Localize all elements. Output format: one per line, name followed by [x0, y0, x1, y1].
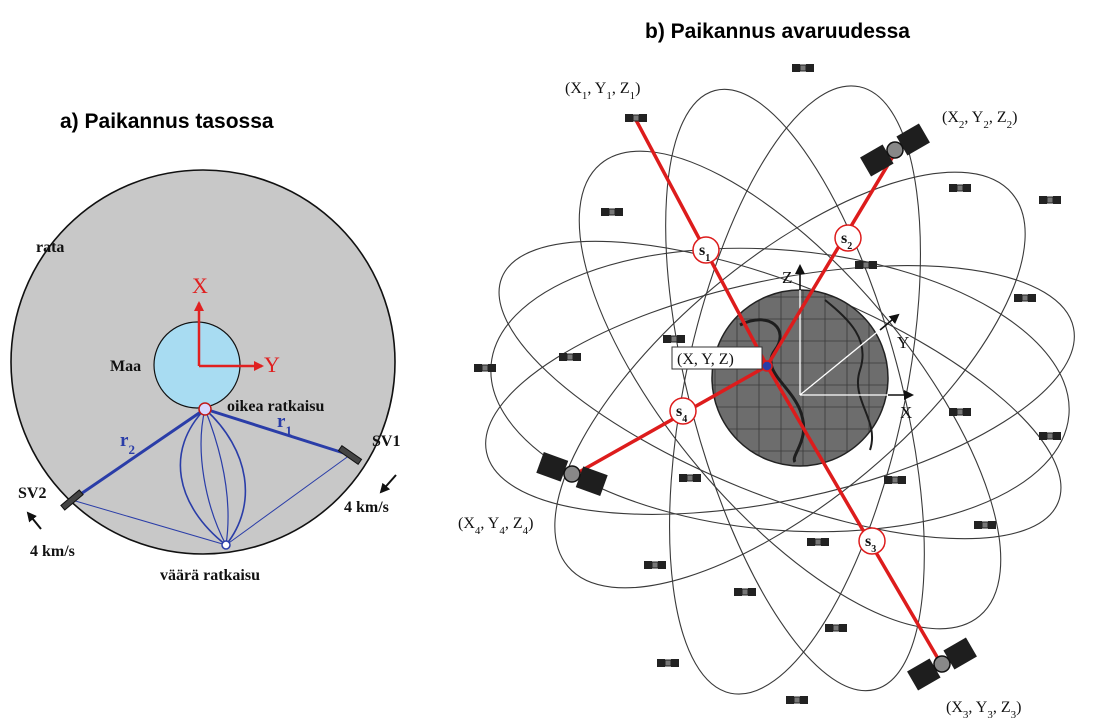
globe-continent-2 — [824, 299, 873, 451]
sv2-wrong-line — [71, 499, 227, 546]
receiver-label: (X, Y, Z) — [677, 351, 734, 368]
svg-text:s3: s3 — [865, 533, 876, 555]
z-axis-label: Z — [782, 268, 792, 287]
earth-label: Maa — [110, 358, 141, 375]
range-arc-inner2 — [204, 408, 229, 546]
x-axis-label-b: X — [900, 403, 912, 422]
panel-b-title: b) Paikannus avaruudessa — [645, 20, 910, 43]
globe-continent — [739, 318, 806, 463]
satellite-1-icon — [624, 113, 648, 123]
panel-b: b) Paikannus avaruudessa Z Y X — [458, 20, 1075, 721]
sv1-label: SV1 — [372, 433, 400, 450]
r2-label: r2 — [120, 430, 135, 457]
sv2-label: SV2 — [18, 485, 46, 502]
sat3-coord-label: (X3, Y3, Z3) — [946, 699, 1021, 721]
sat2-coord-label: (X2, Y2, Z2) — [942, 109, 1017, 131]
sv1-satellite-icon — [337, 444, 363, 466]
sat4-coord-label: (X4, Y4, Z4) — [458, 515, 533, 537]
receiver-label-box — [671, 346, 763, 370]
sv1-velocity-arrow — [379, 474, 397, 494]
x-axis-label: X — [192, 273, 208, 298]
satellite-3-icon — [907, 637, 977, 691]
range-label-s3: s3 — [858, 527, 886, 555]
panel-a: a) Paikannus tasossa rata Maa X Y oikea … — [10, 110, 400, 584]
svg-text:s1: s1 — [699, 242, 710, 264]
y-axis-label: Y — [264, 352, 280, 377]
svg-text:s2: s2 — [841, 230, 852, 252]
satellite-4-icon — [536, 452, 608, 496]
sv1-wrong-line — [225, 454, 351, 546]
svg-text:s4: s4 — [676, 403, 687, 425]
correct-solution-marker — [198, 402, 212, 416]
sv2-speed-label: 4 km/s — [30, 543, 75, 560]
sv2-velocity-arrow — [26, 511, 42, 530]
receiver-marker — [761, 360, 773, 372]
correct-solution-label: oikea ratkaisu — [227, 398, 324, 415]
range-label-s2: s2 — [834, 224, 862, 252]
sv2-satellite-icon — [60, 489, 84, 511]
range-arc-right — [204, 408, 247, 546]
y-axis-label-b: Y — [897, 333, 909, 352]
satellite-2-icon — [860, 123, 930, 177]
orbit-label: rata — [36, 239, 64, 256]
r2-line — [71, 407, 206, 502]
sv1-speed-label: 4 km/s — [344, 499, 389, 516]
range-label-s1: s1 — [692, 236, 720, 264]
r1-line — [204, 407, 351, 457]
wrong-solution-label: väärä ratkaisu — [160, 567, 260, 584]
y-axis-arrow-b — [879, 313, 900, 331]
panel-a-title: a) Paikannus tasossa — [60, 110, 274, 133]
y-axis-line — [799, 319, 893, 396]
r1-label: r1 — [277, 411, 292, 438]
sat1-coord-label: (X1, Y1, Z1) — [565, 80, 640, 102]
range-arc-inner — [200, 408, 227, 546]
wrong-solution-marker — [221, 540, 231, 550]
range-arc-left — [179, 408, 227, 546]
range-label-s4: s4 — [669, 397, 697, 425]
